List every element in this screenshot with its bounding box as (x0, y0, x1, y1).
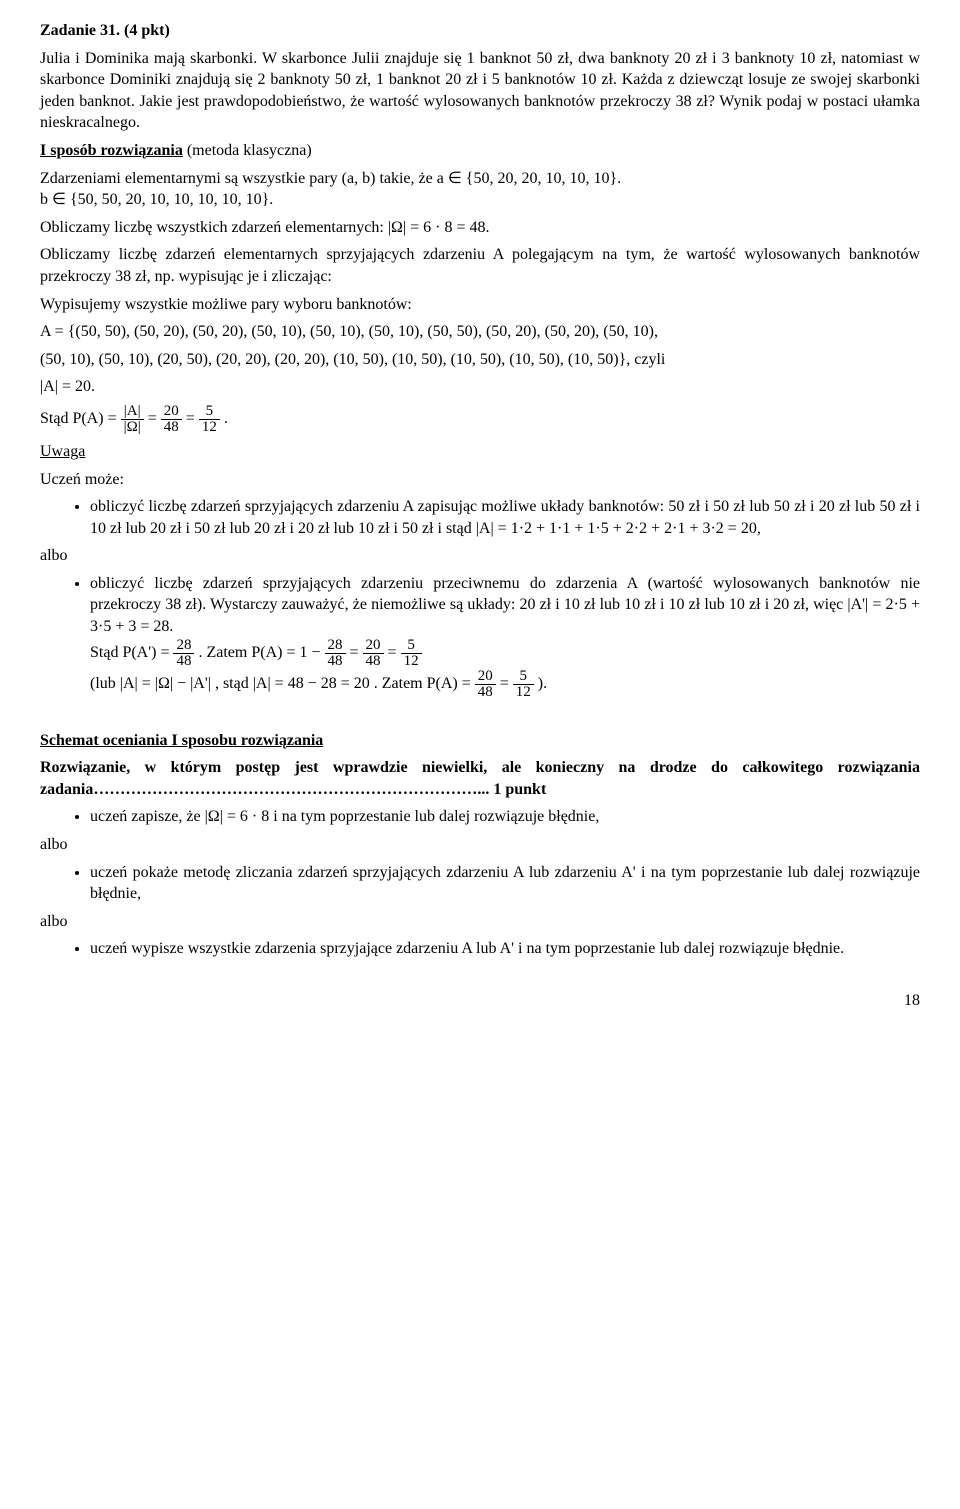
set-A-line2: (50, 10), (50, 10), (20, 50), (20, 20), … (40, 351, 626, 368)
solution-heading-paren: (metoda klasyczna) (183, 142, 312, 159)
favorable-paragraph: Obliczamy liczbę zdarzeń elementarnych s… (40, 244, 920, 287)
schema-bullet-2: uczeń pokaże metodę zliczania zdarzeń sp… (90, 862, 920, 905)
bullet-2: obliczyć liczbę zdarzeń sprzyjających zd… (90, 573, 920, 700)
frac-A-Omega: |A||Ω| (121, 404, 144, 435)
bullet-1: obliczyć liczbę zdarzeń sprzyjających zd… (90, 496, 920, 539)
set-b: b ∈ {50, 50, 20, 10, 10, 10, 10, 10} (40, 191, 269, 208)
albo-1: albo (40, 545, 920, 567)
omega-pre: Obliczamy liczbę wszystkich zdarzeń elem… (40, 219, 388, 236)
pairs-pre: Zdarzeniami elementarnymi są wszystkie p… (40, 170, 342, 187)
stad: Stąd (40, 410, 72, 427)
uwaga-heading: Uwaga (40, 441, 920, 463)
schema-bullet-1: uczeń zapisze, że |Ω| = 6 · 8 i na tym p… (90, 806, 920, 828)
uczen-moze: Uczeń może: (40, 469, 920, 491)
schema-bullet-3: uczeń wypisze wszystkie zdarzenia sprzyj… (90, 938, 920, 960)
schema-heading: Schemat oceniania I sposobu rozwiązania (40, 732, 323, 749)
solution-heading: I sposób rozwiązania (40, 142, 183, 159)
omega-eq: |Ω| = 6 · 8 = 48 (388, 219, 486, 236)
set-a: a ∈ {50, 20, 20, 10, 10, 10} (437, 170, 617, 187)
frac-5-12: 512 (199, 404, 220, 435)
A-count: |A| = 20 (40, 378, 91, 395)
pairs-mid: takie, że (379, 170, 436, 187)
albo-2: albo (40, 834, 920, 856)
PA-eq: P(A) = (72, 410, 120, 427)
pair-ab: (a, b) (342, 170, 376, 187)
page-number: 18 (40, 990, 920, 1012)
set-A-line1: A = {(50, 50), (50, 20), (50, 20), (50, … (40, 321, 920, 343)
czyli: , czyli (626, 351, 665, 368)
task-title: Zadanie 31. (4 pkt) (40, 22, 170, 39)
list-pairs-label: Wypisujemy wszystkie możliwe pary wyboru… (40, 294, 920, 316)
albo-3: albo (40, 911, 920, 933)
frac-20-48: 2048 (161, 404, 182, 435)
problem-text: Julia i Dominika mają skarbonki. W skarb… (40, 48, 920, 134)
